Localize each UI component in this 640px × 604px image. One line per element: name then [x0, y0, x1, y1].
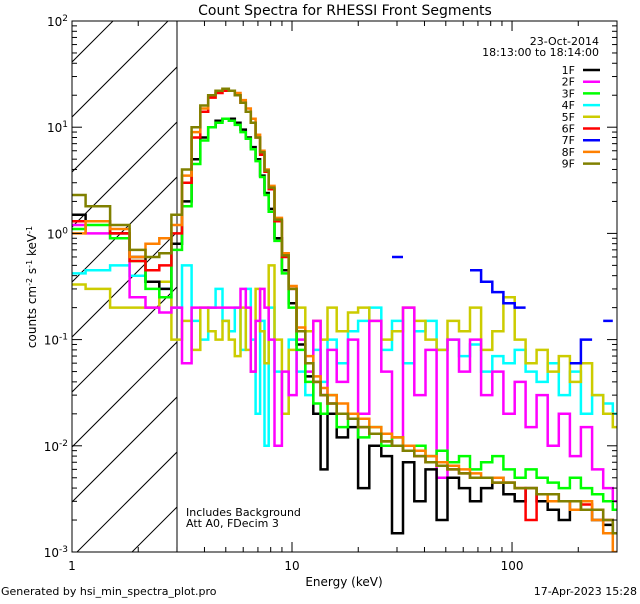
- y-tick-label: 100: [47, 226, 68, 241]
- y-tick-label: 102: [47, 14, 68, 29]
- legend-label-1F: 1F: [562, 64, 575, 77]
- y-axis-label: counts cm-2 s-1 keV-1: [25, 226, 40, 348]
- legend-label-6F: 6F: [562, 123, 575, 136]
- hatch-line: [72, 21, 114, 63]
- hatch-line: [242, 21, 640, 552]
- legend-label-9F: 9F: [562, 158, 575, 171]
- hatch-line: [72, 231, 177, 338]
- footer-generated-by: Generated by hsi_min_spectra_plot.pro: [1, 585, 217, 598]
- legend-label-8F: 8F: [562, 146, 575, 159]
- annotation-attenuator: Att A0, FDecim 3: [186, 517, 279, 530]
- legend-time-range: 18:13:00 to 18:14:00: [482, 46, 599, 59]
- series-8F: [72, 87, 617, 552]
- series-2F: [72, 223, 617, 503]
- hatch-line: [72, 66, 177, 173]
- hatch-line: [72, 176, 177, 283]
- hatch-line: [72, 121, 177, 228]
- legend-label-4F: 4F: [562, 99, 575, 112]
- hatch-line: [72, 286, 177, 393]
- series-4F: [72, 264, 617, 448]
- hatch-line: [0, 21, 3, 552]
- series-6F: [72, 89, 617, 535]
- hatch-line: [72, 396, 177, 503]
- legend-date: 23-Oct-2014: [530, 35, 599, 48]
- legend-label-2F: 2F: [562, 76, 575, 89]
- series-3F: [72, 117, 617, 511]
- x-tick-label: 100: [501, 559, 524, 573]
- x-tick-label: 10: [284, 559, 299, 573]
- y-tick-label: 101: [47, 120, 68, 135]
- y-tick-label: 10-1: [44, 333, 68, 348]
- legend-label-7F: 7F: [562, 134, 575, 147]
- footer-timestamp: 17-Apr-2023 15:28: [534, 585, 637, 598]
- x-tick-label: 1: [68, 559, 76, 573]
- chart-title: Count Spectra for RHESSI Front Segments: [198, 3, 492, 19]
- legend-label-5F: 5F: [562, 111, 575, 124]
- plot-frame: [71, 20, 618, 553]
- x-axis-label: Energy (keV): [305, 575, 382, 589]
- y-tick-label: 10-3: [44, 545, 68, 560]
- hatched-region: [0, 21, 640, 552]
- annotation-background: Includes Background: [186, 506, 301, 519]
- y-tick-label: 10-2: [44, 439, 68, 454]
- legend-label-3F: 3F: [562, 87, 575, 100]
- series-5F: [72, 264, 617, 429]
- series-9F: [72, 87, 617, 535]
- series-7F: [392, 255, 613, 365]
- hatch-line: [76, 451, 177, 552]
- series-1F: [72, 117, 617, 535]
- hatch-line: [72, 341, 177, 448]
- hatch-line: [72, 21, 169, 118]
